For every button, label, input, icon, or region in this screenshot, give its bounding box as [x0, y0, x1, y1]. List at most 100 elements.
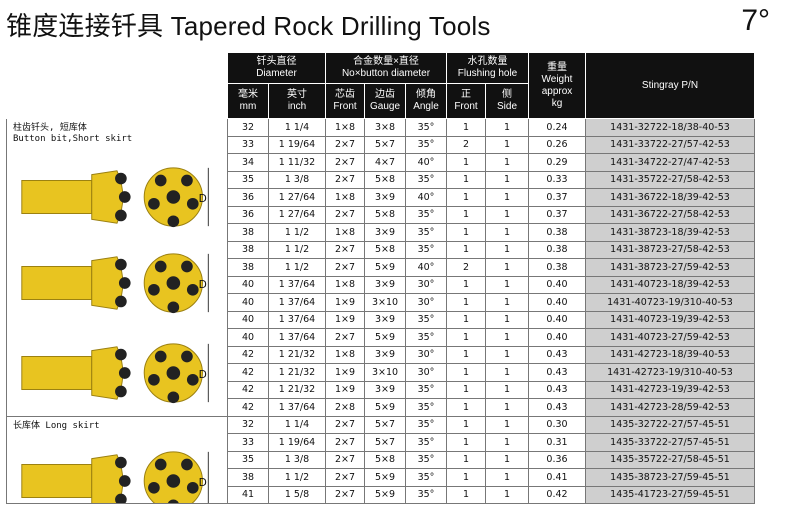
section-label: 长库体 Long skirt: [13, 421, 100, 432]
part-number: 1431-33722-27/57-42-53: [585, 135, 755, 154]
table-cell: 34: [227, 153, 269, 172]
table-cell: 0.31: [528, 433, 586, 452]
table-cell: 2×7: [325, 468, 365, 487]
table-cell: 36: [227, 205, 269, 224]
buttons-header: 合金数量×直径 No×button diameter: [325, 52, 447, 84]
table-cell: 1: [485, 380, 529, 399]
table-row: 34 1 11/32 2×7 4×7 40° 1 1 0.29 1431-34722-27/47…: [7, 153, 755, 172]
table-cell: 1 37/64: [268, 275, 326, 294]
part-number: 1431-42723-19/39-42-53: [585, 380, 755, 399]
table-cell: 35°: [405, 328, 447, 347]
table-cell: 1: [446, 223, 486, 242]
table-cell: 1: [446, 363, 486, 382]
part-number: 1431-38723-27/59-42-53: [585, 258, 755, 277]
table-cell: 0.40: [528, 293, 586, 312]
table-cell: 1: [446, 328, 486, 347]
table-cell: 40°: [405, 188, 447, 207]
table-row: 40 1 37/64 2×7 5×9 35° 1 1 0.40 1431-40723-27/59…: [7, 328, 755, 347]
table-cell: 1: [485, 223, 529, 242]
table-cell: 1: [485, 153, 529, 172]
table-cell: 3×10: [364, 363, 406, 382]
part-number: 1431-38723-27/58-42-53: [585, 240, 755, 259]
table-row: 42 1 21/32 1×8 3×9 30° 1 1 0.43 1431-42723-18/39…: [7, 345, 755, 364]
table-cell: 1: [485, 188, 529, 207]
part-number: 1431-42723-18/39-40-53: [585, 345, 755, 364]
table-cell: 1 19/64: [268, 433, 326, 452]
table-cell: 1 37/64: [268, 398, 326, 417]
table-cell: 30°: [405, 275, 447, 294]
table-cell: 1 19/64: [268, 135, 326, 154]
table-cell: 1: [446, 240, 486, 259]
table-cell: 1×8: [325, 223, 365, 242]
table-cell: 40°: [405, 153, 447, 172]
table-cell: 0.37: [528, 205, 586, 224]
table-cell: 35°: [405, 433, 447, 452]
table-row: 42 1 21/32 1×9 3×9 35° 1 1 0.43 1431-42723-19/39…: [7, 380, 755, 399]
table-cell: 1: [485, 258, 529, 277]
table-cell: 32: [227, 415, 269, 434]
table-row: 柱齿钎头, 短库体 Button bit,Short skirt D D: [6, 118, 755, 417]
svg-text:D: D: [199, 475, 207, 488]
table-cell: 0.41: [528, 468, 586, 487]
table-cell: 5×9: [364, 485, 406, 504]
table-cell: 35°: [405, 310, 447, 329]
table-cell: 5×8: [364, 170, 406, 189]
drill-bit-drawing: D: [21, 167, 209, 228]
table-cell: 30°: [405, 363, 447, 382]
table-cell: 1×9: [325, 310, 365, 329]
table-row: 38 1 1/2 2×7 5×8 35° 1 1 0.38 1431-38723-27/58-4…: [7, 240, 755, 259]
table-cell: 1×8: [325, 345, 365, 364]
table-cell: 40: [227, 328, 269, 347]
table-cell: 1: [446, 450, 486, 469]
part-number: 1435-35722-27/58-45-51: [585, 450, 755, 469]
gauge-header: 边齿 Gauge: [364, 83, 406, 119]
part-number: 1431-36722-18/39-42-53: [585, 188, 755, 207]
table-cell: 5×9: [364, 398, 406, 417]
table-cell: 1×9: [325, 293, 365, 312]
table-cell: 0.26: [528, 135, 586, 154]
table-cell: 40: [227, 293, 269, 312]
table-cell: 1 3/8: [268, 450, 326, 469]
table-cell: 1: [446, 188, 486, 207]
table-cell: 30°: [405, 293, 447, 312]
section-label-en: Button bit,Short skirt: [13, 134, 133, 144]
table-row: 36 1 27/64 2×7 5×8 35° 1 1 0.37 1431-36722-27/58…: [7, 205, 755, 224]
table-cell: 35°: [405, 415, 447, 434]
angle-header: 倾角 Angle: [405, 83, 447, 119]
table-cell: 1: [446, 118, 486, 137]
table-row: 38 1 1/2 2×7 5×9 35° 1 1 0.41 1435-38723-27/59-4…: [7, 468, 755, 487]
table-cell: 1: [446, 310, 486, 329]
table-cell: 40: [227, 275, 269, 294]
table-cell: 42: [227, 398, 269, 417]
weight-header: 重量 Weight approx kg: [528, 52, 586, 119]
drill-bit-title: 钎头 Drill Bit: [15, 52, 130, 72]
table-cell: 1: [485, 310, 529, 329]
table-cell: 35: [227, 450, 269, 469]
table-cell: 1×8: [325, 188, 365, 207]
table-cell: 1: [485, 415, 529, 434]
table-cell: 35°: [405, 398, 447, 417]
table-cell: 0.37: [528, 188, 586, 207]
table-cell: 1 1/2: [268, 240, 326, 259]
pn-header: Stingray P/N: [585, 52, 755, 119]
table-cell: 1 1/2: [268, 223, 326, 242]
table-cell: 2×7: [325, 328, 365, 347]
table-cell: 35°: [405, 135, 447, 154]
table-row: 40 1 37/64 1×9 3×10 30° 1 1 0.40 1431-40723-19/3…: [7, 293, 755, 312]
table-cell: 1: [446, 293, 486, 312]
table-cell: 42: [227, 345, 269, 364]
table-cell: 1: [446, 205, 486, 224]
table-cell: 2×7: [325, 205, 365, 224]
table-cell: 1: [446, 380, 486, 399]
table-cell: 1 5/8: [268, 485, 326, 504]
table-cell: 1: [485, 433, 529, 452]
table-cell: 5×8: [364, 450, 406, 469]
table-cell: 4×7: [364, 153, 406, 172]
table-cell: 35°: [405, 468, 447, 487]
table-cell: 0.38: [528, 240, 586, 259]
table-cell: 38: [227, 468, 269, 487]
table-cell: 1 27/64: [268, 205, 326, 224]
table-cell: 5×7: [364, 433, 406, 452]
table-cell: 1 37/64: [268, 328, 326, 347]
table-cell: 1: [485, 205, 529, 224]
